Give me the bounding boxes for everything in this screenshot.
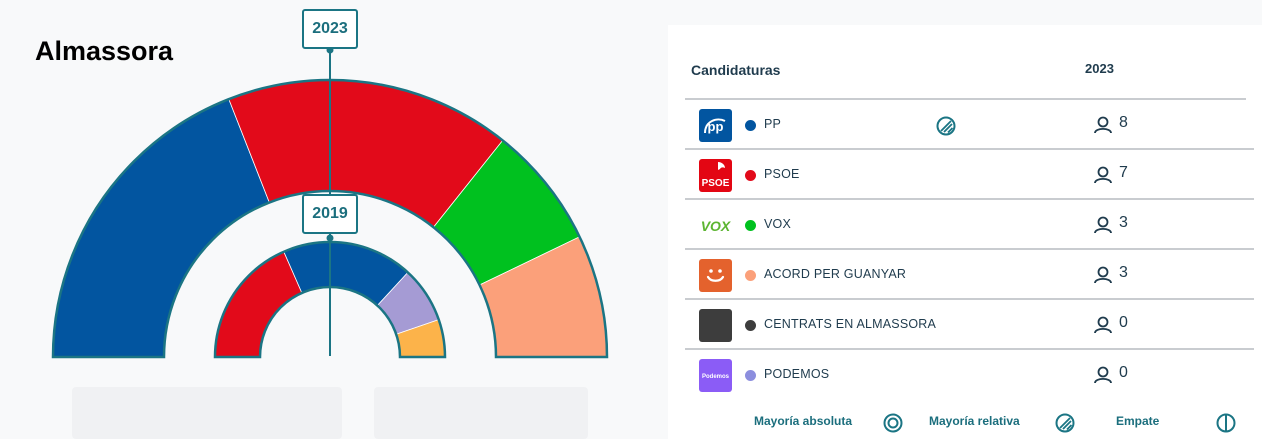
party-name: ACORD PER GUANYAR [764,267,907,281]
party-row-centrats-en-almassora[interactable]: CENTRATS EN ALMASSORA 0 [685,300,1254,350]
party-row-pp[interactable]: pp PP 8 [685,100,1254,150]
hemicycle-2019-ring [213,240,447,359]
year-2019-tag[interactable]: 2019 [302,194,358,234]
year-2023-tag[interactable]: 2023 [302,9,358,49]
absolute-majority-icon [883,413,903,433]
legend-bar: Mayoría absoluta Mayoría relativa Empate [668,409,1262,439]
legend-absolute-majority-label: Mayoría absoluta [754,414,853,428]
person-icon [1094,316,1112,334]
person-icon [1094,266,1112,284]
svg-text:PSOE: PSOE [702,178,730,189]
party-color-dot [745,320,756,331]
placeholder-card-right [374,387,588,439]
party-seats: 3 [1119,264,1128,281]
party-color-dot [745,120,756,131]
centrats-en-almassora-logo [699,309,732,342]
party-color-dot [745,270,756,281]
svg-text:pp: pp [708,119,724,134]
party-seats: 3 [1119,214,1128,231]
party-name: VOX [764,217,791,231]
tie-icon [1216,413,1236,433]
chart-panel: Almassora 2023 2019 [35,9,609,439]
party-name: PSOE [764,167,800,181]
person-icon [1094,116,1112,134]
majority-relative-icon [936,116,956,136]
column-header-candidaturas: Candidaturas [691,62,781,78]
person-icon [1094,366,1112,384]
party-seats: 0 [1119,364,1128,381]
relative-majority-icon [1055,413,1075,433]
results-table: Candidaturas 2023 pp PP 8 PSOE [668,25,1262,439]
vox-logo: VOX [699,209,732,242]
person-icon [1094,166,1112,184]
party-color-dot [745,170,756,181]
party-row-psoe[interactable]: PSOE PSOE 7 [685,150,1254,200]
svg-text:Podemos: Podemos [702,374,730,380]
acord-per-guanyar-logo [699,259,732,292]
pp-logo: pp [699,109,732,142]
party-name: CENTRATS EN ALMASSORA [764,317,937,331]
person-icon [1094,216,1112,234]
hemicycle-chart [51,46,609,359]
hemicycle-2023-ring-outline [51,78,609,359]
party-row-vox[interactable]: VOX VOX 3 [685,200,1254,250]
party-name: PP [764,117,782,131]
header-divider [685,98,1246,100]
party-seats: 8 [1119,114,1128,131]
column-header-year[interactable]: 2023 [1085,61,1114,76]
psoe-logo: PSOE [699,159,732,192]
party-seats: 7 [1119,164,1128,181]
legend-tie-label: Empate [1116,414,1160,428]
party-row-podemos[interactable]: Podemos PODEMOS 0 [685,350,1254,400]
podemos-logo: Podemos [699,359,732,392]
hemicycle-2023-ring [51,78,609,359]
year-2019-pointer-dot [326,234,334,242]
hemicycle-2019-ring-outline [213,240,447,359]
legend-relative-majority-label: Mayoría relativa [929,414,1020,428]
party-name: PODEMOS [764,367,830,381]
party-row-acord-per-guanyar[interactable]: ACORD PER GUANYAR 3 [685,250,1254,300]
party-color-dot [745,370,756,381]
svg-text:VOX: VOX [701,218,732,234]
party-color-dot [745,220,756,231]
municipality-title: Almassora [35,36,174,66]
party-seats: 0 [1119,314,1128,331]
placeholder-card-left [72,387,342,439]
